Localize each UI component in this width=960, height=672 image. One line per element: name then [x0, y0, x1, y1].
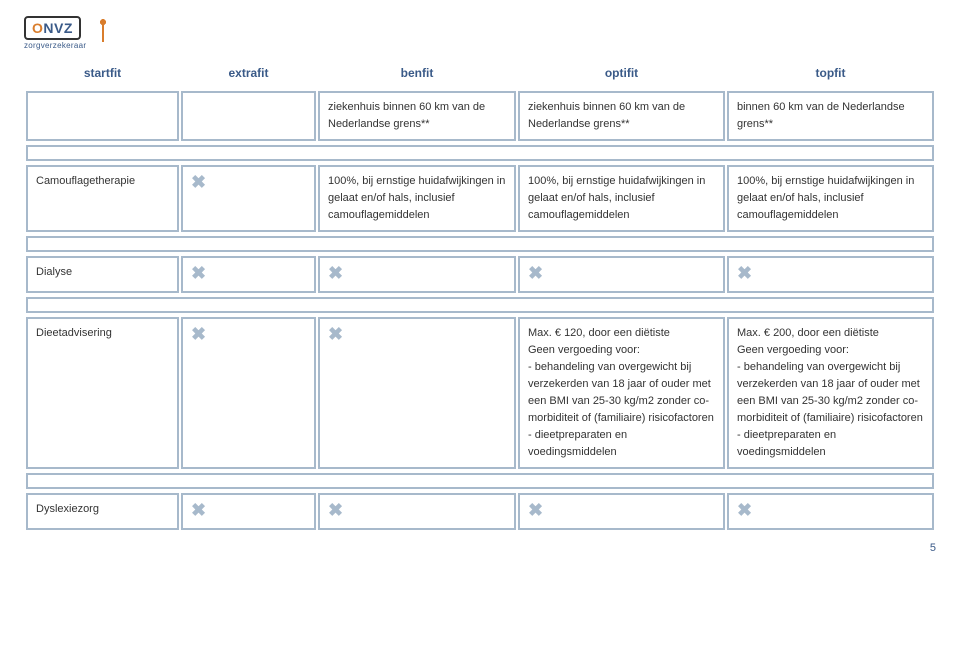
table-row: Dyslexiezorg ✖ ✖ ✖ ✖ [26, 493, 934, 530]
cell: 100%, bij ernstige huidafwijkingen in ge… [318, 165, 516, 232]
x-icon: ✖ [528, 263, 543, 283]
cell: ✖ [318, 317, 516, 469]
col-header: extrafit [181, 58, 316, 87]
table-header-row: startfit extrafit benfit optifit topfit [26, 58, 934, 87]
cell: ✖ [318, 256, 516, 293]
col-header: topfit [727, 58, 934, 87]
row-label: Camouflagetherapie [26, 165, 179, 232]
cell: ziekenhuis binnen 60 km van de Nederland… [518, 91, 725, 141]
row-label: Dyslexiezorg [26, 493, 179, 530]
logo: ONVZ zorgverzekeraar [24, 16, 936, 50]
cell: ✖ [727, 493, 934, 530]
table-row: Dieetadvisering ✖ ✖ Max. € 120, door een… [26, 317, 934, 469]
cell: ✖ [727, 256, 934, 293]
cell: ✖ [181, 256, 316, 293]
x-icon: ✖ [191, 263, 206, 283]
logo-text: ONVZ [24, 16, 81, 40]
cell [181, 91, 316, 141]
cell: ✖ [181, 165, 316, 232]
x-icon: ✖ [191, 500, 206, 520]
logo-figure-icon [90, 16, 116, 50]
col-header: startfit [26, 58, 179, 87]
cell: ✖ [318, 493, 516, 530]
cell: ✖ [518, 493, 725, 530]
comparison-table: startfit extrafit benfit optifit topfit … [24, 54, 936, 534]
x-icon: ✖ [328, 324, 343, 344]
x-icon: ✖ [528, 500, 543, 520]
logo-subtitle: zorgverzekeraar [24, 41, 86, 50]
x-icon: ✖ [191, 172, 206, 192]
page-number: 5 [24, 542, 936, 554]
cell: ziekenhuis binnen 60 km van de Nederland… [318, 91, 516, 141]
x-icon: ✖ [328, 500, 343, 520]
x-icon: ✖ [191, 324, 206, 344]
cell: binnen 60 km van de Nederlandse grens** [727, 91, 934, 141]
logo-o: O [32, 20, 43, 36]
col-header: benfit [318, 58, 516, 87]
table-row: Camouflagetherapie ✖ 100%, bij ernstige … [26, 165, 934, 232]
col-header: optifit [518, 58, 725, 87]
cell: ✖ [181, 317, 316, 469]
cell: Max. € 200, door een diëtiste Geen vergo… [727, 317, 934, 469]
cell: 100%, bij ernstige huidafwijkingen in ge… [727, 165, 934, 232]
logo-nvz: NVZ [43, 20, 73, 36]
cell: ✖ [518, 256, 725, 293]
x-icon: ✖ [737, 263, 752, 283]
cell: ✖ [181, 493, 316, 530]
x-icon: ✖ [737, 500, 752, 520]
row-label: Dialyse [26, 256, 179, 293]
x-icon: ✖ [328, 263, 343, 283]
cell: 100%, bij ernstige huidafwijkingen in ge… [518, 165, 725, 232]
table-row: Dialyse ✖ ✖ ✖ ✖ [26, 256, 934, 293]
table-row: ziekenhuis binnen 60 km van de Nederland… [26, 91, 934, 141]
cell [26, 91, 179, 141]
cell: Max. € 120, door een diëtiste Geen vergo… [518, 317, 725, 469]
row-label: Dieetadvisering [26, 317, 179, 469]
